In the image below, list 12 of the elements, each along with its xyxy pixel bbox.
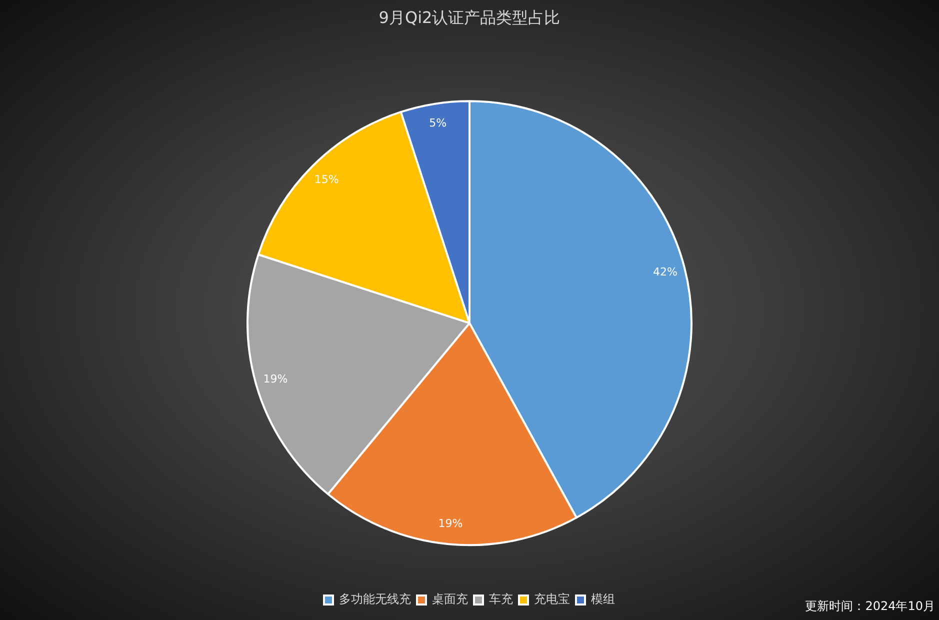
text: 更新时间：2024年10月 — [805, 599, 935, 614]
data-label: 5% — [429, 116, 447, 130]
legend-label: 桌面充 — [432, 592, 468, 606]
legend-label: 车充 — [489, 592, 513, 606]
data-label: 15% — [314, 173, 339, 186]
chart-title: 9月Qi2认证产品类型占比 — [378, 8, 560, 27]
data-label: 19% — [438, 517, 463, 530]
legend-label: 充电宝 — [534, 592, 570, 606]
legend-label: 模组 — [591, 592, 615, 606]
legend-label: 多功能无线充 — [339, 592, 411, 606]
data-label: 42% — [652, 266, 678, 279]
data-label: 19% — [263, 372, 288, 386]
